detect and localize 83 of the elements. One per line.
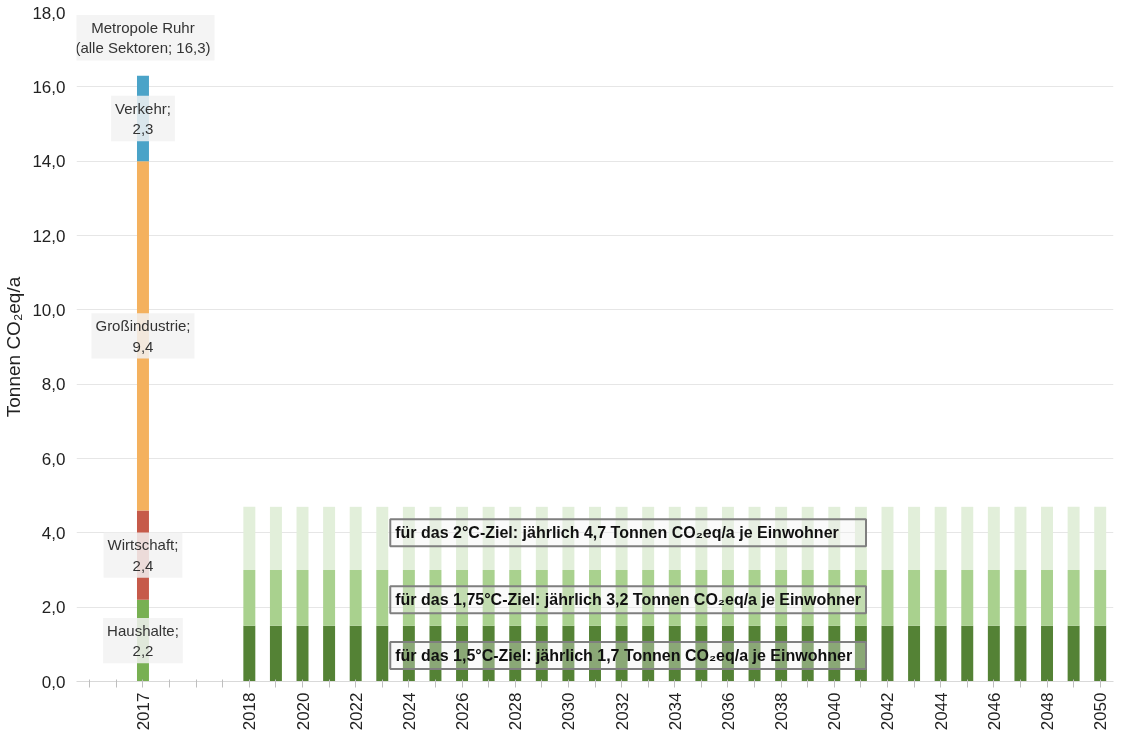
bar bbox=[1014, 570, 1027, 626]
bar bbox=[987, 570, 1000, 626]
y-tick-label: 2,0 bbox=[41, 598, 66, 618]
bar bbox=[987, 506, 1000, 570]
bar bbox=[1067, 625, 1080, 682]
y-tick-label: 16,0 bbox=[32, 77, 66, 97]
bar bbox=[243, 506, 256, 570]
data-label: Wirtschaft; 2,4 bbox=[107, 536, 179, 574]
bar bbox=[1094, 506, 1107, 570]
x-tick-label: 2020 bbox=[293, 692, 313, 731]
x-tick-label: 2042 bbox=[878, 692, 898, 731]
bar bbox=[296, 570, 309, 626]
bar bbox=[881, 570, 894, 626]
bar bbox=[961, 506, 974, 570]
bar bbox=[908, 625, 921, 682]
bar bbox=[987, 625, 1000, 682]
bar bbox=[349, 570, 362, 626]
bar bbox=[881, 625, 894, 682]
bar bbox=[323, 506, 336, 570]
bar bbox=[1014, 625, 1027, 682]
bar bbox=[349, 506, 362, 570]
x-tick-label: 2050 bbox=[1091, 692, 1111, 731]
bar bbox=[1041, 570, 1054, 626]
bar bbox=[243, 570, 256, 626]
bar bbox=[908, 506, 921, 570]
bar bbox=[269, 625, 282, 682]
x-tick-label: 2034 bbox=[665, 692, 685, 731]
bar bbox=[934, 625, 947, 682]
bar bbox=[1067, 506, 1080, 570]
y-tick-label: 18,0 bbox=[32, 3, 66, 23]
bar bbox=[934, 570, 947, 626]
annotation: für das 2°C-Ziel: jährlich 4,7 Tonnen CO₂eq/a je Einwohner bbox=[395, 524, 839, 542]
annotation: für das 1,75°C-Ziel: jährlich 3,2 Tonnen CO₂eq/a je Einwohner bbox=[395, 591, 862, 609]
bar bbox=[1041, 506, 1054, 570]
y-tick-label: 4,0 bbox=[41, 523, 66, 543]
bar bbox=[961, 625, 974, 682]
x-tick-label: 2017 bbox=[133, 692, 153, 731]
data-label: Großindustrie; 9,4 bbox=[95, 317, 191, 355]
bar bbox=[854, 506, 867, 570]
bar bbox=[961, 570, 974, 626]
bar bbox=[908, 570, 921, 626]
bar bbox=[1067, 570, 1080, 626]
bar bbox=[323, 570, 336, 626]
bar bbox=[1041, 625, 1054, 682]
x-tick-label: 2030 bbox=[559, 692, 579, 731]
x-tick-label: 2024 bbox=[399, 692, 419, 731]
y-tick-label: 8,0 bbox=[41, 375, 66, 395]
bar bbox=[376, 625, 389, 682]
x-tick-label: 2018 bbox=[240, 692, 260, 731]
y-tick-label: 12,0 bbox=[32, 226, 66, 246]
bar bbox=[296, 625, 309, 682]
x-tick-label: 2036 bbox=[718, 692, 738, 731]
y-tick-label: 14,0 bbox=[32, 152, 66, 172]
y-tick-label: 6,0 bbox=[41, 449, 66, 469]
x-tick-label: 2048 bbox=[1038, 692, 1058, 731]
bar bbox=[881, 506, 894, 570]
x-tick-label: 2022 bbox=[346, 692, 366, 731]
bar bbox=[376, 506, 389, 570]
bar bbox=[269, 506, 282, 570]
bar bbox=[854, 625, 867, 682]
y-tick-label: 10,0 bbox=[32, 300, 66, 320]
bar bbox=[243, 625, 256, 682]
data-label: Verkehr; 2,3 bbox=[115, 99, 171, 138]
bar bbox=[349, 625, 362, 682]
x-tick-label: 2046 bbox=[984, 692, 1004, 731]
bar bbox=[1094, 570, 1107, 626]
x-tick-label: 2038 bbox=[772, 692, 792, 731]
y-axis-title: Tonnen CO₂eq/a bbox=[3, 276, 25, 418]
x-tick-label: 2040 bbox=[825, 692, 845, 731]
bar bbox=[323, 625, 336, 682]
bar bbox=[269, 570, 282, 626]
bar bbox=[934, 506, 947, 570]
bar bbox=[376, 570, 389, 626]
data-label: Haushalte; 2,2 bbox=[107, 621, 179, 660]
x-tick-label: 2044 bbox=[931, 692, 951, 731]
x-tick-label: 2026 bbox=[453, 692, 473, 731]
total-label: Metropole Ruhr (alle Sektoren; 16,3) bbox=[75, 18, 211, 57]
x-tick-label: 2032 bbox=[612, 692, 632, 731]
bar bbox=[1014, 506, 1027, 570]
x-tick-label: 2028 bbox=[506, 692, 526, 731]
bar bbox=[296, 506, 309, 570]
y-tick-label: 0,0 bbox=[41, 672, 66, 692]
bar bbox=[1094, 625, 1107, 682]
